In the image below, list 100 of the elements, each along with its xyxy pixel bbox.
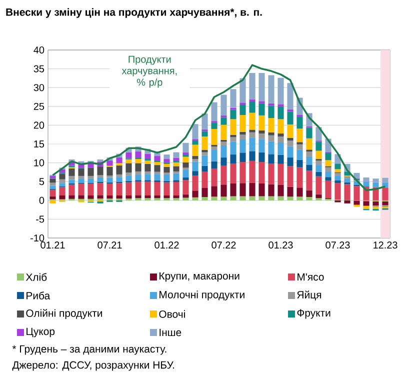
bar xyxy=(50,200,56,204)
bar xyxy=(278,196,284,200)
bar xyxy=(211,122,218,129)
bar xyxy=(306,197,312,200)
bar xyxy=(334,183,341,200)
x-tick-label: 07.21 xyxy=(98,242,122,249)
bar xyxy=(230,196,236,200)
bar xyxy=(287,166,294,187)
bar xyxy=(382,178,388,182)
bar xyxy=(220,184,227,197)
y-tick-label: -10 xyxy=(30,234,44,242)
bar xyxy=(202,114,208,130)
bar xyxy=(135,195,142,198)
bar xyxy=(306,128,312,138)
bar xyxy=(50,182,56,186)
legend-label: Молочні продукти xyxy=(160,290,244,300)
bar xyxy=(325,167,332,172)
bar xyxy=(258,139,265,152)
bar xyxy=(306,164,312,171)
bar xyxy=(202,152,208,156)
bar xyxy=(278,164,284,185)
bar xyxy=(258,130,265,134)
y-tick-label: 10 xyxy=(34,159,44,166)
bar xyxy=(249,102,256,113)
bar xyxy=(240,78,246,103)
bar xyxy=(144,164,151,172)
bar xyxy=(202,166,208,172)
bar xyxy=(135,163,142,172)
bar xyxy=(78,168,84,176)
bar xyxy=(106,196,113,199)
bar xyxy=(372,178,379,182)
bar xyxy=(382,202,388,206)
bar xyxy=(59,174,66,180)
bar xyxy=(106,166,113,176)
bar xyxy=(154,165,160,172)
bar xyxy=(258,152,265,162)
bar xyxy=(306,190,312,198)
bar xyxy=(182,162,189,168)
bar xyxy=(68,195,75,199)
bar xyxy=(287,138,294,141)
bar xyxy=(249,112,256,130)
bar xyxy=(173,182,180,196)
bar xyxy=(106,160,113,166)
x-tick-label: 01.21 xyxy=(40,242,65,249)
bar xyxy=(154,156,160,161)
bar xyxy=(268,106,274,118)
bar xyxy=(316,165,322,172)
bar xyxy=(278,133,284,136)
text: * Грудень – за даними наукасту. xyxy=(12,345,166,355)
bar xyxy=(249,182,256,196)
y-tick-label: 5 xyxy=(39,178,44,186)
bar xyxy=(249,196,256,200)
x-tick-label: 07.23 xyxy=(326,242,350,249)
bar xyxy=(192,159,198,162)
bar xyxy=(173,162,180,166)
bar xyxy=(211,186,218,197)
bar xyxy=(97,166,104,176)
bar xyxy=(192,176,198,191)
bar xyxy=(78,176,84,179)
bar xyxy=(135,182,142,196)
bar xyxy=(192,144,198,156)
bar xyxy=(354,186,360,200)
bar xyxy=(144,174,151,180)
bar xyxy=(344,184,350,200)
bar xyxy=(202,172,208,188)
bar xyxy=(296,196,303,200)
bar xyxy=(88,176,94,179)
bar xyxy=(220,196,227,200)
legend-label: Овочі xyxy=(159,310,185,318)
text: Джерело: ДССУ, розрахунки НБУ. xyxy=(12,361,174,371)
x-tick-label: 01.22 xyxy=(154,242,179,249)
bar xyxy=(220,166,227,185)
bar xyxy=(296,150,303,160)
bar xyxy=(220,124,227,140)
bar xyxy=(354,172,360,178)
bar xyxy=(230,110,236,120)
bar xyxy=(164,182,170,196)
y-tick-label: 20 xyxy=(34,122,44,129)
bar xyxy=(106,183,113,196)
bar xyxy=(249,99,256,102)
bar xyxy=(344,178,350,182)
bar xyxy=(68,168,75,176)
legend-label: Цукор xyxy=(26,328,55,338)
bar xyxy=(249,72,256,100)
bar xyxy=(230,164,236,184)
legend-label: Хліб xyxy=(26,273,47,281)
bar xyxy=(325,180,332,198)
y-tick-label: -5 xyxy=(36,216,44,223)
bar xyxy=(268,196,274,200)
bar xyxy=(164,164,170,167)
bar xyxy=(287,109,294,112)
bar xyxy=(316,160,322,166)
legend-label: М'ясо xyxy=(298,273,324,281)
bar xyxy=(50,189,56,196)
y-tick-label: 30 xyxy=(34,84,44,92)
bar xyxy=(50,196,56,200)
bar xyxy=(325,160,332,166)
bar xyxy=(258,162,265,184)
bar xyxy=(144,154,151,160)
bar xyxy=(173,158,180,161)
